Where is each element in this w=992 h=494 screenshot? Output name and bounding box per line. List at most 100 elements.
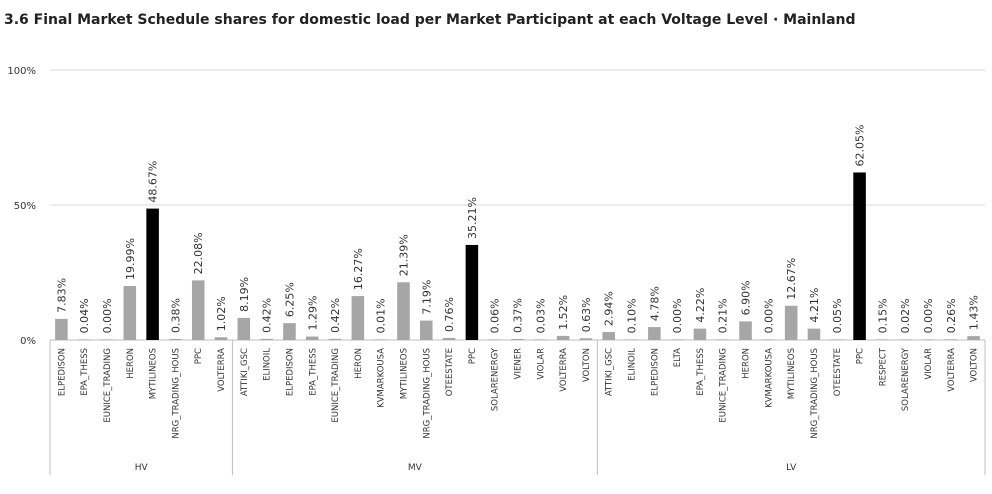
category-label: ELINOIL: [628, 348, 638, 381]
bar-lv-elinoil: [625, 339, 638, 340]
category-label: ELPEDISON: [285, 348, 295, 396]
group-label-hv: HV: [135, 463, 149, 473]
data-label: 0.42%: [261, 298, 274, 333]
data-label: 7.19%: [420, 280, 433, 315]
bar-hv-epa-thess: [77, 339, 91, 340]
category-label: ELPEDISON: [57, 348, 67, 396]
bar-mv-mytilineos: [397, 282, 410, 340]
data-label: 8.19%: [238, 277, 251, 312]
bar-lv-volterra: [944, 339, 958, 340]
category-label: ATTIKI_GSC: [605, 348, 615, 396]
bar-mv-ppc: [465, 244, 479, 340]
category-label: ATTIKI_GSC: [240, 348, 250, 396]
bar-mv-oteestate: [442, 337, 456, 340]
data-label: 35.21%: [466, 197, 479, 239]
category-label: EUNICE_TRADING: [719, 348, 729, 423]
bar-mv-solarenergy: [488, 339, 501, 340]
category-label: EUNICE_TRADING: [331, 348, 341, 423]
bar-hv-heron: [123, 286, 137, 340]
data-label: 7.83%: [55, 278, 68, 313]
data-label: 0.06%: [489, 298, 502, 333]
category-label: EPA_THESS: [308, 348, 318, 396]
category-label: HERON: [126, 348, 136, 379]
bar-lv-volton: [967, 336, 980, 340]
bar-mv-volterra: [556, 335, 570, 340]
category-label: RESPECT: [878, 347, 888, 386]
data-label: 0.63%: [580, 297, 593, 332]
bars: [55, 172, 980, 340]
data-label: 4.22%: [694, 288, 707, 323]
category-label: SOLARENERGY: [491, 347, 501, 411]
category-label: OTEESTATE: [445, 348, 455, 396]
bar-mv-volton: [579, 338, 593, 340]
bar-mv-elpedison: [283, 323, 296, 340]
bar-hv-elpedison: [55, 318, 68, 340]
category-label: PPC: [856, 348, 866, 364]
data-label: 0.15%: [876, 298, 889, 333]
data-label: 0.00%: [922, 298, 935, 333]
category-label: VOLTON: [970, 348, 980, 382]
bar-lv-eunice-trading: [716, 339, 730, 340]
bar-mv-nrg-trading-hous: [420, 320, 433, 340]
data-label: 0.00%: [671, 298, 684, 333]
bar-lv-kvmarkousa: [762, 339, 775, 340]
bar-lv-mytilineos: [784, 305, 798, 340]
bar-lv-elta: [670, 339, 684, 340]
data-label: 0.37%: [512, 298, 525, 333]
category-label: VOLTERRA: [947, 348, 957, 392]
category-label: VOLTON: [582, 348, 592, 382]
y-tick-label: 100%: [7, 66, 36, 77]
y-tick-label: 50%: [14, 201, 36, 212]
category-label: NRG_TRADING_HOUS: [810, 348, 820, 439]
category-label: VOLTERRA: [217, 348, 227, 392]
bar-hv-nrg-trading-hous: [169, 338, 182, 340]
bar-lv-epa-thess: [693, 328, 707, 340]
bar-lv-respect: [876, 339, 889, 340]
data-label: 16.27%: [352, 248, 365, 290]
data-label: 0.03%: [534, 298, 547, 333]
category-label: NRG_TRADING_HOUS: [171, 348, 181, 439]
data-label: 0.76%: [443, 297, 456, 332]
data-label: 19.99%: [124, 238, 137, 280]
bar-mv-kvmarkousa: [374, 339, 387, 340]
data-label: 1.29%: [306, 296, 319, 331]
data-label: 0.42%: [329, 298, 342, 333]
bar-lv-heron: [739, 321, 752, 340]
data-label: 4.21%: [808, 288, 821, 323]
data-label: 0.21%: [717, 298, 730, 333]
bar-hv-eunice-trading: [100, 339, 114, 340]
data-label: 0.00%: [101, 298, 114, 333]
category-label: VIOLAR: [536, 348, 546, 380]
bar-lv-solarenergy: [898, 339, 912, 340]
bar-hv-ppc: [191, 280, 205, 340]
data-label: 0.10%: [626, 298, 639, 333]
category-label: MYTILINEOS: [149, 348, 159, 399]
category-label: MYTILINEOS: [399, 348, 409, 399]
category-label: SOLARENERGY: [901, 347, 911, 411]
data-label: 21.39%: [397, 234, 410, 276]
bar-lv-violar: [921, 339, 935, 340]
category-label: MYTILINEOS: [787, 348, 797, 399]
bar-lv-oteestate: [830, 339, 844, 340]
group-label-mv: MV: [408, 463, 423, 473]
data-label: 1.43%: [968, 295, 981, 330]
category-label: ELTA: [673, 348, 683, 367]
category-label: EPA_THESS: [696, 348, 706, 396]
category-label: OTEESTATE: [833, 348, 843, 396]
y-axis-tick-labels: 0% 50% 100%: [7, 66, 36, 347]
data-label: 4.78%: [648, 286, 661, 321]
category-label: VIENER: [514, 348, 524, 379]
category-labels: ELPEDISON EPA_THESS EUNICE_TRADING HERON MYT…: [57, 347, 979, 438]
category-label: EPA_THESS: [80, 348, 90, 396]
bar-lv-ppc: [853, 172, 866, 340]
data-label: 0.01%: [375, 298, 388, 333]
group-labels: HV MV LV: [135, 463, 797, 473]
category-label: PPC: [194, 348, 204, 364]
y-tick-label: 0%: [20, 336, 36, 347]
category-label: KVMARKOUSA: [764, 348, 774, 408]
data-labels: 7.83% 0.04% 0.00% 19.99% 48.67% 0.38% 22.08% 1.…: [55, 125, 980, 334]
category-label: HERON: [742, 348, 752, 379]
bar-mv-heron: [351, 296, 365, 340]
data-label: 6.25%: [283, 282, 296, 317]
